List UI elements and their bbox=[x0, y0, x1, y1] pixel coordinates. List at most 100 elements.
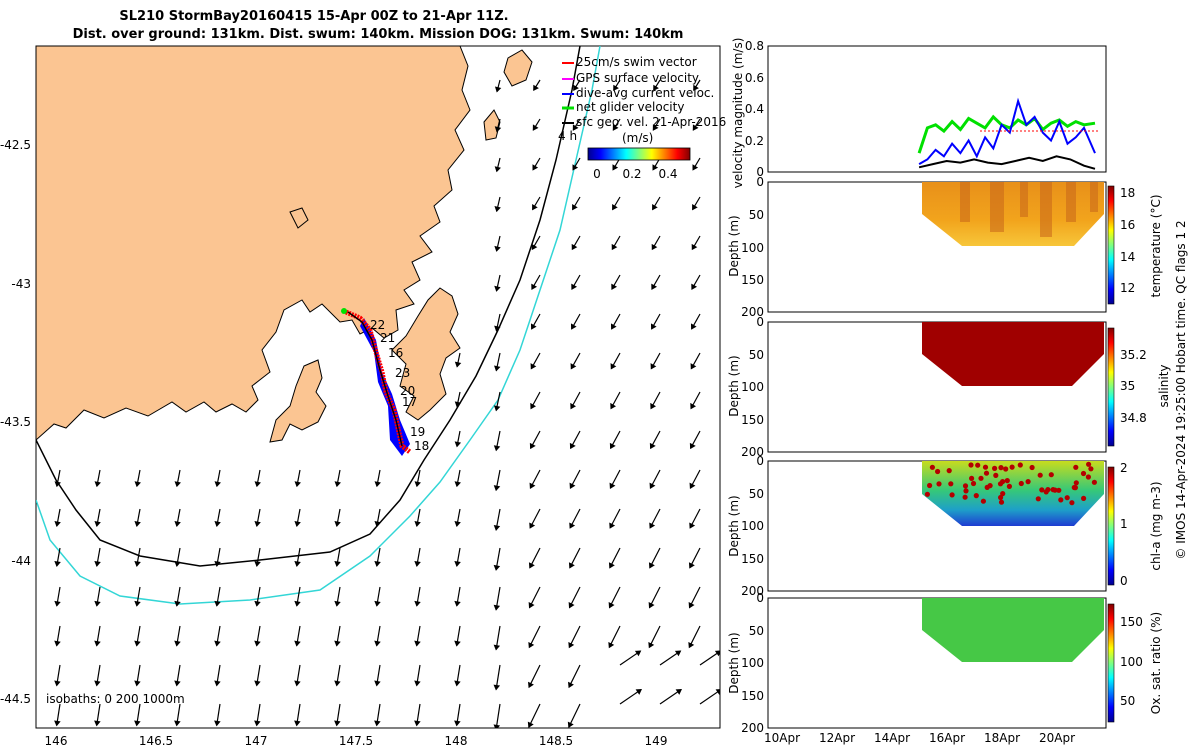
velocity-arrowhead bbox=[414, 640, 421, 647]
temperature-cblabel: temperature (°C) bbox=[1149, 195, 1163, 298]
velocity-arrowhead bbox=[567, 721, 574, 728]
velocity-arrowhead bbox=[530, 402, 537, 410]
velocity-arrowhead bbox=[374, 560, 381, 567]
map-x-tick: 149 bbox=[645, 734, 668, 748]
chla-hotspots bbox=[924, 461, 1097, 506]
velocity-arrowhead bbox=[531, 283, 538, 290]
chla-hotspot bbox=[1071, 484, 1077, 491]
chla-hotspot bbox=[936, 481, 942, 487]
temperature-cb-tick: 18 bbox=[1120, 186, 1135, 200]
velocity-arrowhead bbox=[334, 720, 341, 727]
velocity-arrowhead bbox=[214, 481, 221, 488]
chla-hotspot bbox=[962, 494, 968, 500]
velocity-line-0 bbox=[917, 114, 1096, 154]
velocity-arrowhead bbox=[214, 600, 221, 607]
velocity-arrowhead bbox=[254, 600, 261, 607]
velocity-arrowhead bbox=[54, 600, 61, 607]
velocity-arrowhead bbox=[569, 482, 576, 489]
salinity-y-tick: 150 bbox=[741, 413, 764, 427]
velocity-arrowhead bbox=[649, 482, 656, 489]
chla-y-tick: 100 bbox=[741, 519, 764, 533]
velocity-arrowhead bbox=[374, 481, 381, 488]
chla-hotspot bbox=[1080, 470, 1087, 477]
velocity-arrowhead bbox=[611, 283, 618, 290]
velocity-arrowhead bbox=[454, 401, 462, 408]
chla-hotspot bbox=[987, 483, 993, 489]
land-tasmania bbox=[36, 46, 471, 441]
velocity-arrowhead bbox=[174, 720, 181, 727]
salinity-section bbox=[922, 322, 1104, 386]
chla-hotspot bbox=[946, 468, 952, 474]
velocity-arrowhead bbox=[214, 640, 221, 647]
map-legend: 25cm/s swim vector GPS surface velocity … bbox=[558, 55, 726, 181]
velocity-arrowhead bbox=[414, 720, 421, 727]
map-x-tick: 146 bbox=[45, 734, 68, 748]
velocity-arrowhead bbox=[609, 442, 616, 450]
velocity-arrowhead bbox=[692, 164, 699, 171]
salinity-cb-tick: 35.2 bbox=[1120, 348, 1147, 362]
chla-hotspot bbox=[983, 470, 990, 476]
velocity-series bbox=[917, 97, 1096, 170]
day-label: 20 bbox=[400, 384, 415, 398]
velocity-arrowhead bbox=[688, 641, 695, 649]
velocity-arrowhead bbox=[493, 564, 501, 571]
chla-hotspot bbox=[1017, 462, 1023, 468]
map-y-tick: -43.5 bbox=[0, 415, 31, 429]
velocity-arrowhead bbox=[214, 560, 221, 567]
map-colorbar-tick: 0.4 bbox=[658, 167, 677, 181]
day-label: 16 bbox=[388, 346, 403, 360]
figure-title-line-2: Dist. over ground: 131km. Dist. swum: 14… bbox=[73, 27, 684, 42]
velocity-arrowhead bbox=[454, 560, 461, 567]
velocity-arrowhead bbox=[530, 323, 537, 330]
chla-hotspot bbox=[998, 499, 1005, 505]
chla-hotspot bbox=[1073, 464, 1079, 470]
oxygen-y-tick: 150 bbox=[741, 689, 764, 703]
velocity-arrowhead bbox=[374, 600, 381, 607]
chla-hotspot bbox=[949, 492, 955, 498]
time-x-tick: 16Apr bbox=[929, 731, 965, 745]
velocity-arrowhead bbox=[609, 482, 616, 489]
velocity-arrowhead bbox=[571, 243, 578, 251]
velocity-arrowhead bbox=[494, 365, 501, 372]
velocity-arrowhead bbox=[531, 243, 538, 251]
velocity-line-2 bbox=[918, 155, 1096, 170]
velocity-arrowhead bbox=[374, 640, 381, 647]
isobath-1000m bbox=[36, 46, 601, 605]
velocity-arrowhead bbox=[528, 602, 535, 609]
velocity-arrowhead bbox=[134, 600, 141, 607]
chla-hotspot bbox=[1050, 487, 1056, 493]
velocity-y-tick: 0.2 bbox=[745, 134, 764, 148]
velocity-arrowhead bbox=[675, 688, 683, 695]
chla-hotspot bbox=[1058, 497, 1064, 503]
velocity-arrowhead bbox=[493, 724, 501, 728]
velocity-arrowhead bbox=[529, 482, 536, 489]
velocity-arrowhead bbox=[494, 325, 501, 332]
chla-hotspot bbox=[1064, 495, 1070, 501]
velocity-arrowhead bbox=[608, 602, 615, 609]
salinity-panel: 34.8 35 35.2 salinity bbox=[767, 321, 1171, 453]
velocity-arrowhead bbox=[134, 481, 141, 488]
velocity-arrowhead bbox=[610, 363, 617, 370]
surface-velocity-arrows bbox=[54, 79, 720, 728]
chla-hotspot bbox=[992, 465, 998, 471]
velocity-arrowhead bbox=[635, 688, 643, 695]
chla-hotspot bbox=[927, 482, 933, 489]
velocity-arrowhead bbox=[688, 602, 695, 609]
map-x-tick: 148.5 bbox=[539, 734, 573, 748]
chla-hotspot bbox=[935, 468, 941, 475]
velocity-arrowhead bbox=[651, 243, 658, 251]
velocity-arrowhead bbox=[334, 680, 341, 687]
chla-hotspot bbox=[970, 480, 977, 487]
velocity-arrowhead bbox=[649, 522, 656, 529]
map-x-tick: 147 bbox=[245, 734, 268, 748]
oxygen-colorbar bbox=[1107, 603, 1115, 723]
time-x-tick: 18Apr bbox=[984, 731, 1020, 745]
velocity-arrowhead bbox=[649, 442, 656, 450]
velocity-arrowhead bbox=[612, 164, 619, 171]
chla-hotspot bbox=[1025, 479, 1031, 485]
velocity-arrowhead bbox=[530, 363, 537, 370]
velocity-arrowhead bbox=[493, 445, 501, 452]
map-x-tick: 146.5 bbox=[139, 734, 173, 748]
oxygen-panel: 50 100 150 Ox. sat. ratio (%) 10Apr 12Ap… bbox=[764, 597, 1163, 745]
velocity-arrowhead bbox=[454, 441, 462, 448]
